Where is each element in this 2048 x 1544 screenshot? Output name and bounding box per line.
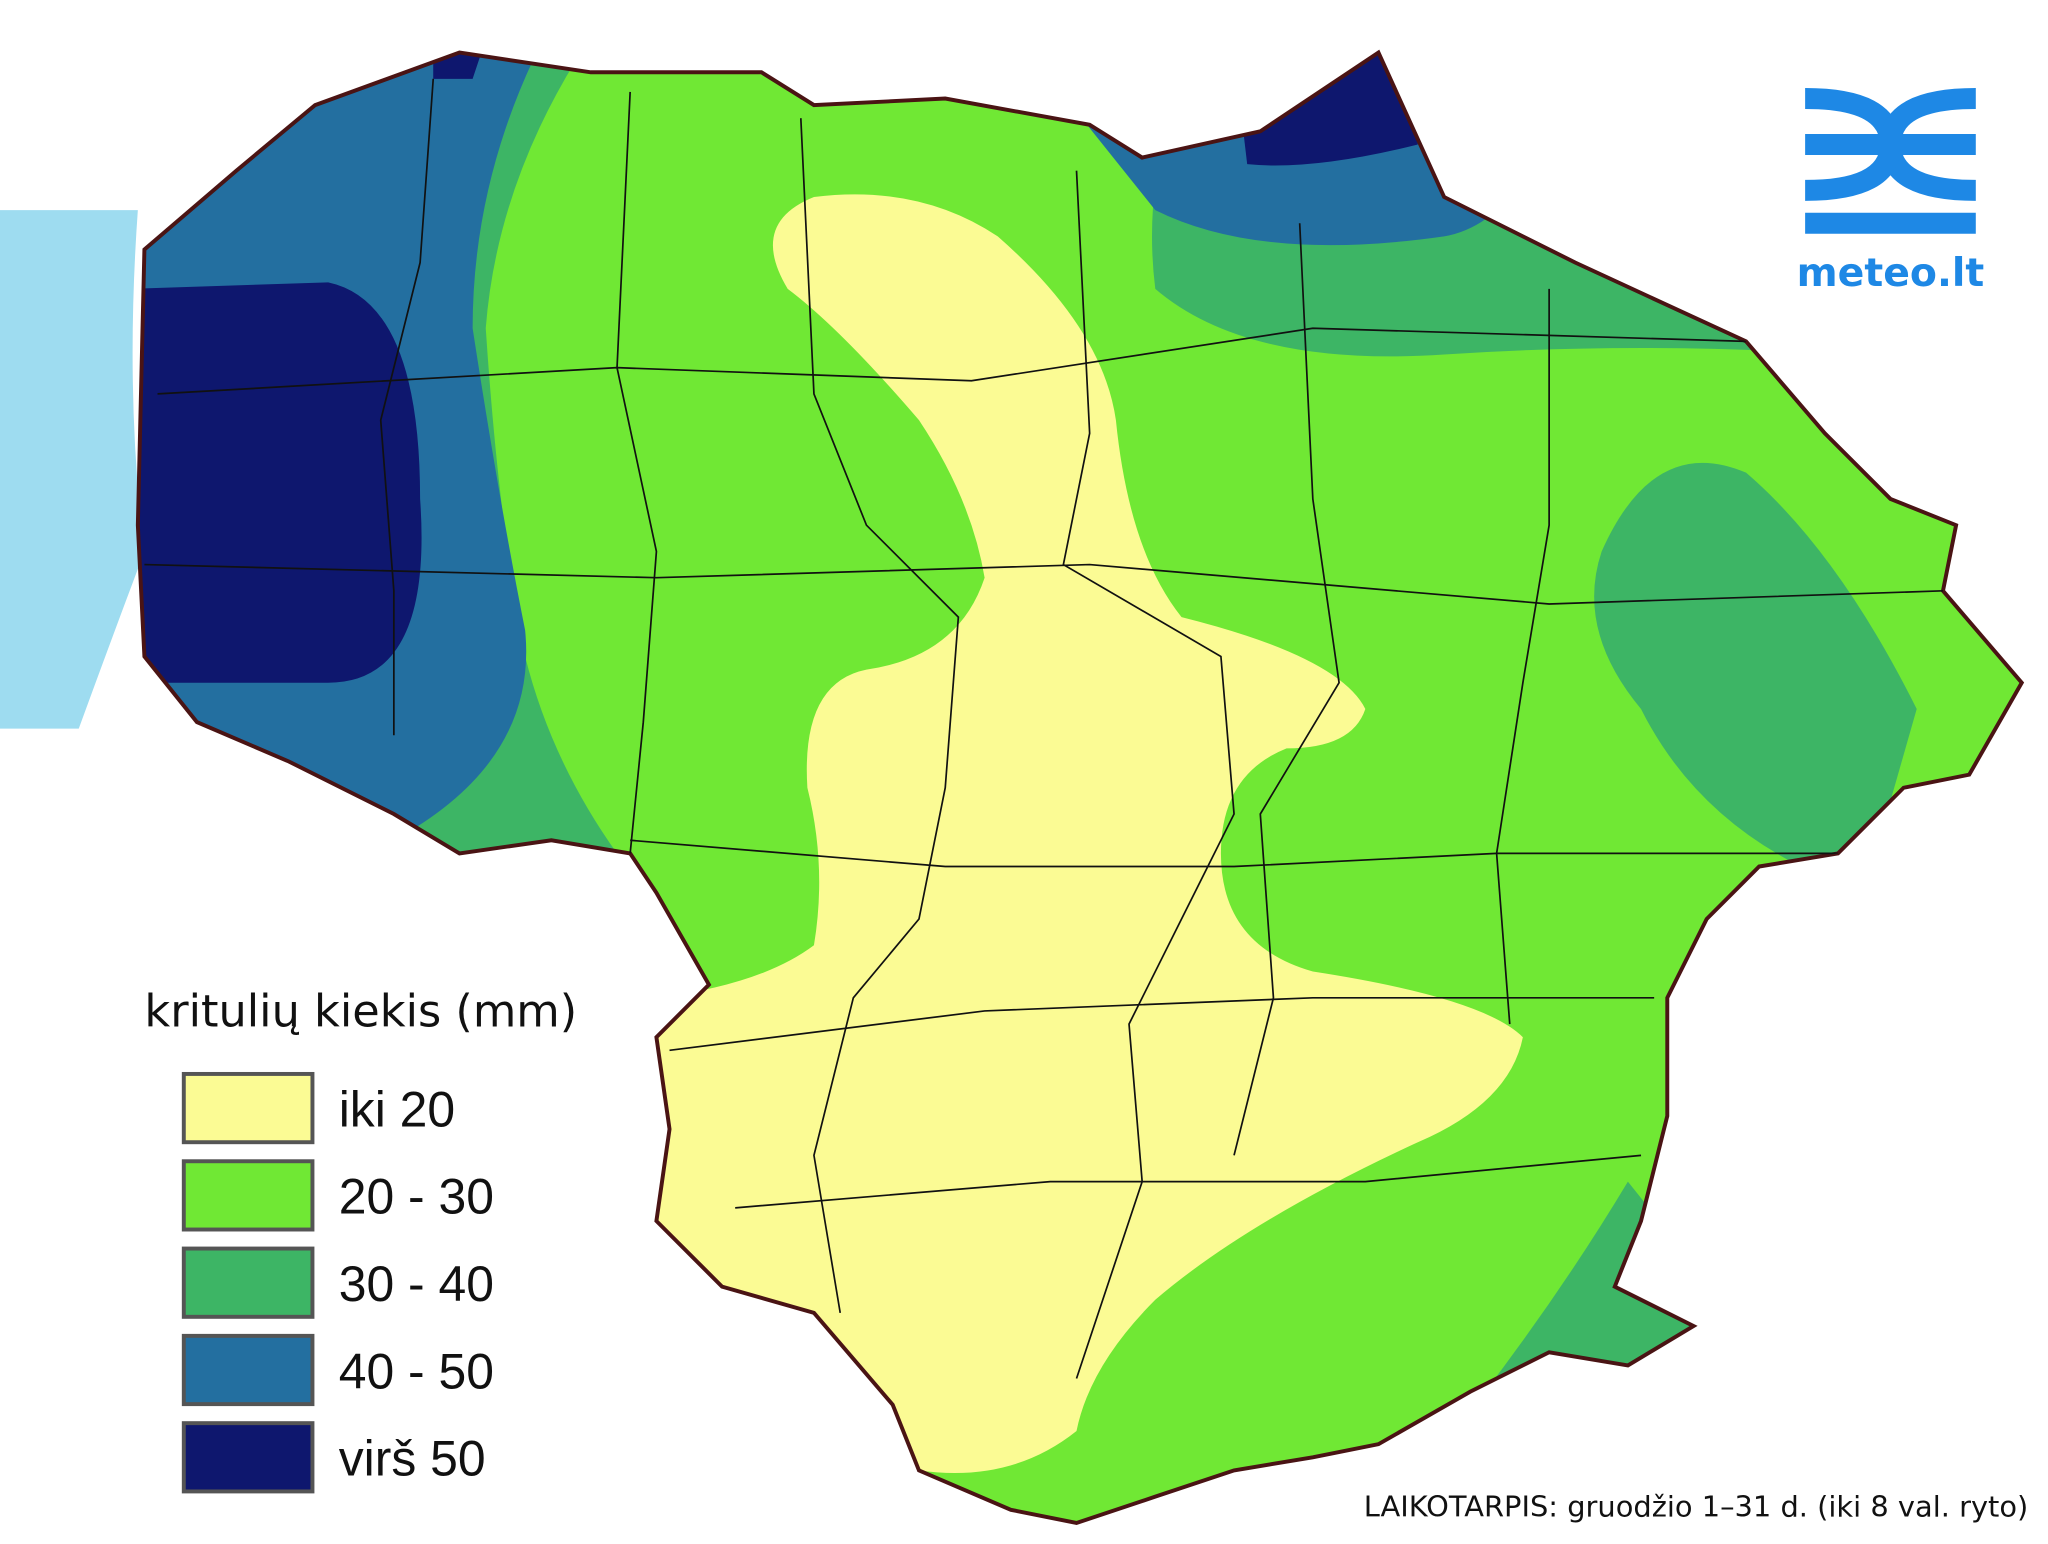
legend-label: iki 20: [339, 1081, 455, 1137]
sea: [0, 210, 145, 729]
legend: iki 20 20 - 30 30 - 40 40 - 50 virš 50: [181, 1071, 494, 1494]
legend-swatch: [181, 1246, 315, 1319]
legend-swatch: [181, 1421, 315, 1494]
legend-label: 40 - 50: [339, 1343, 494, 1399]
legend-label: 30 - 40: [339, 1256, 494, 1312]
legend-label: virš 50: [339, 1431, 486, 1487]
logo: [1805, 88, 1976, 234]
legend-title: kritulių kiekis (mm): [144, 986, 577, 1038]
legend-swatch: [181, 1159, 315, 1232]
legend-swatch: [181, 1333, 315, 1407]
district-borders: [144, 78, 1944, 1379]
logo-text: meteo.lt: [1797, 250, 1985, 296]
footer: LAIKOTARPIS: gruodžio 1–31 d. (iki 8 val…: [1364, 1489, 2029, 1523]
legend-label: 20 - 30: [339, 1169, 494, 1225]
legend-swatch: [181, 1071, 315, 1145]
